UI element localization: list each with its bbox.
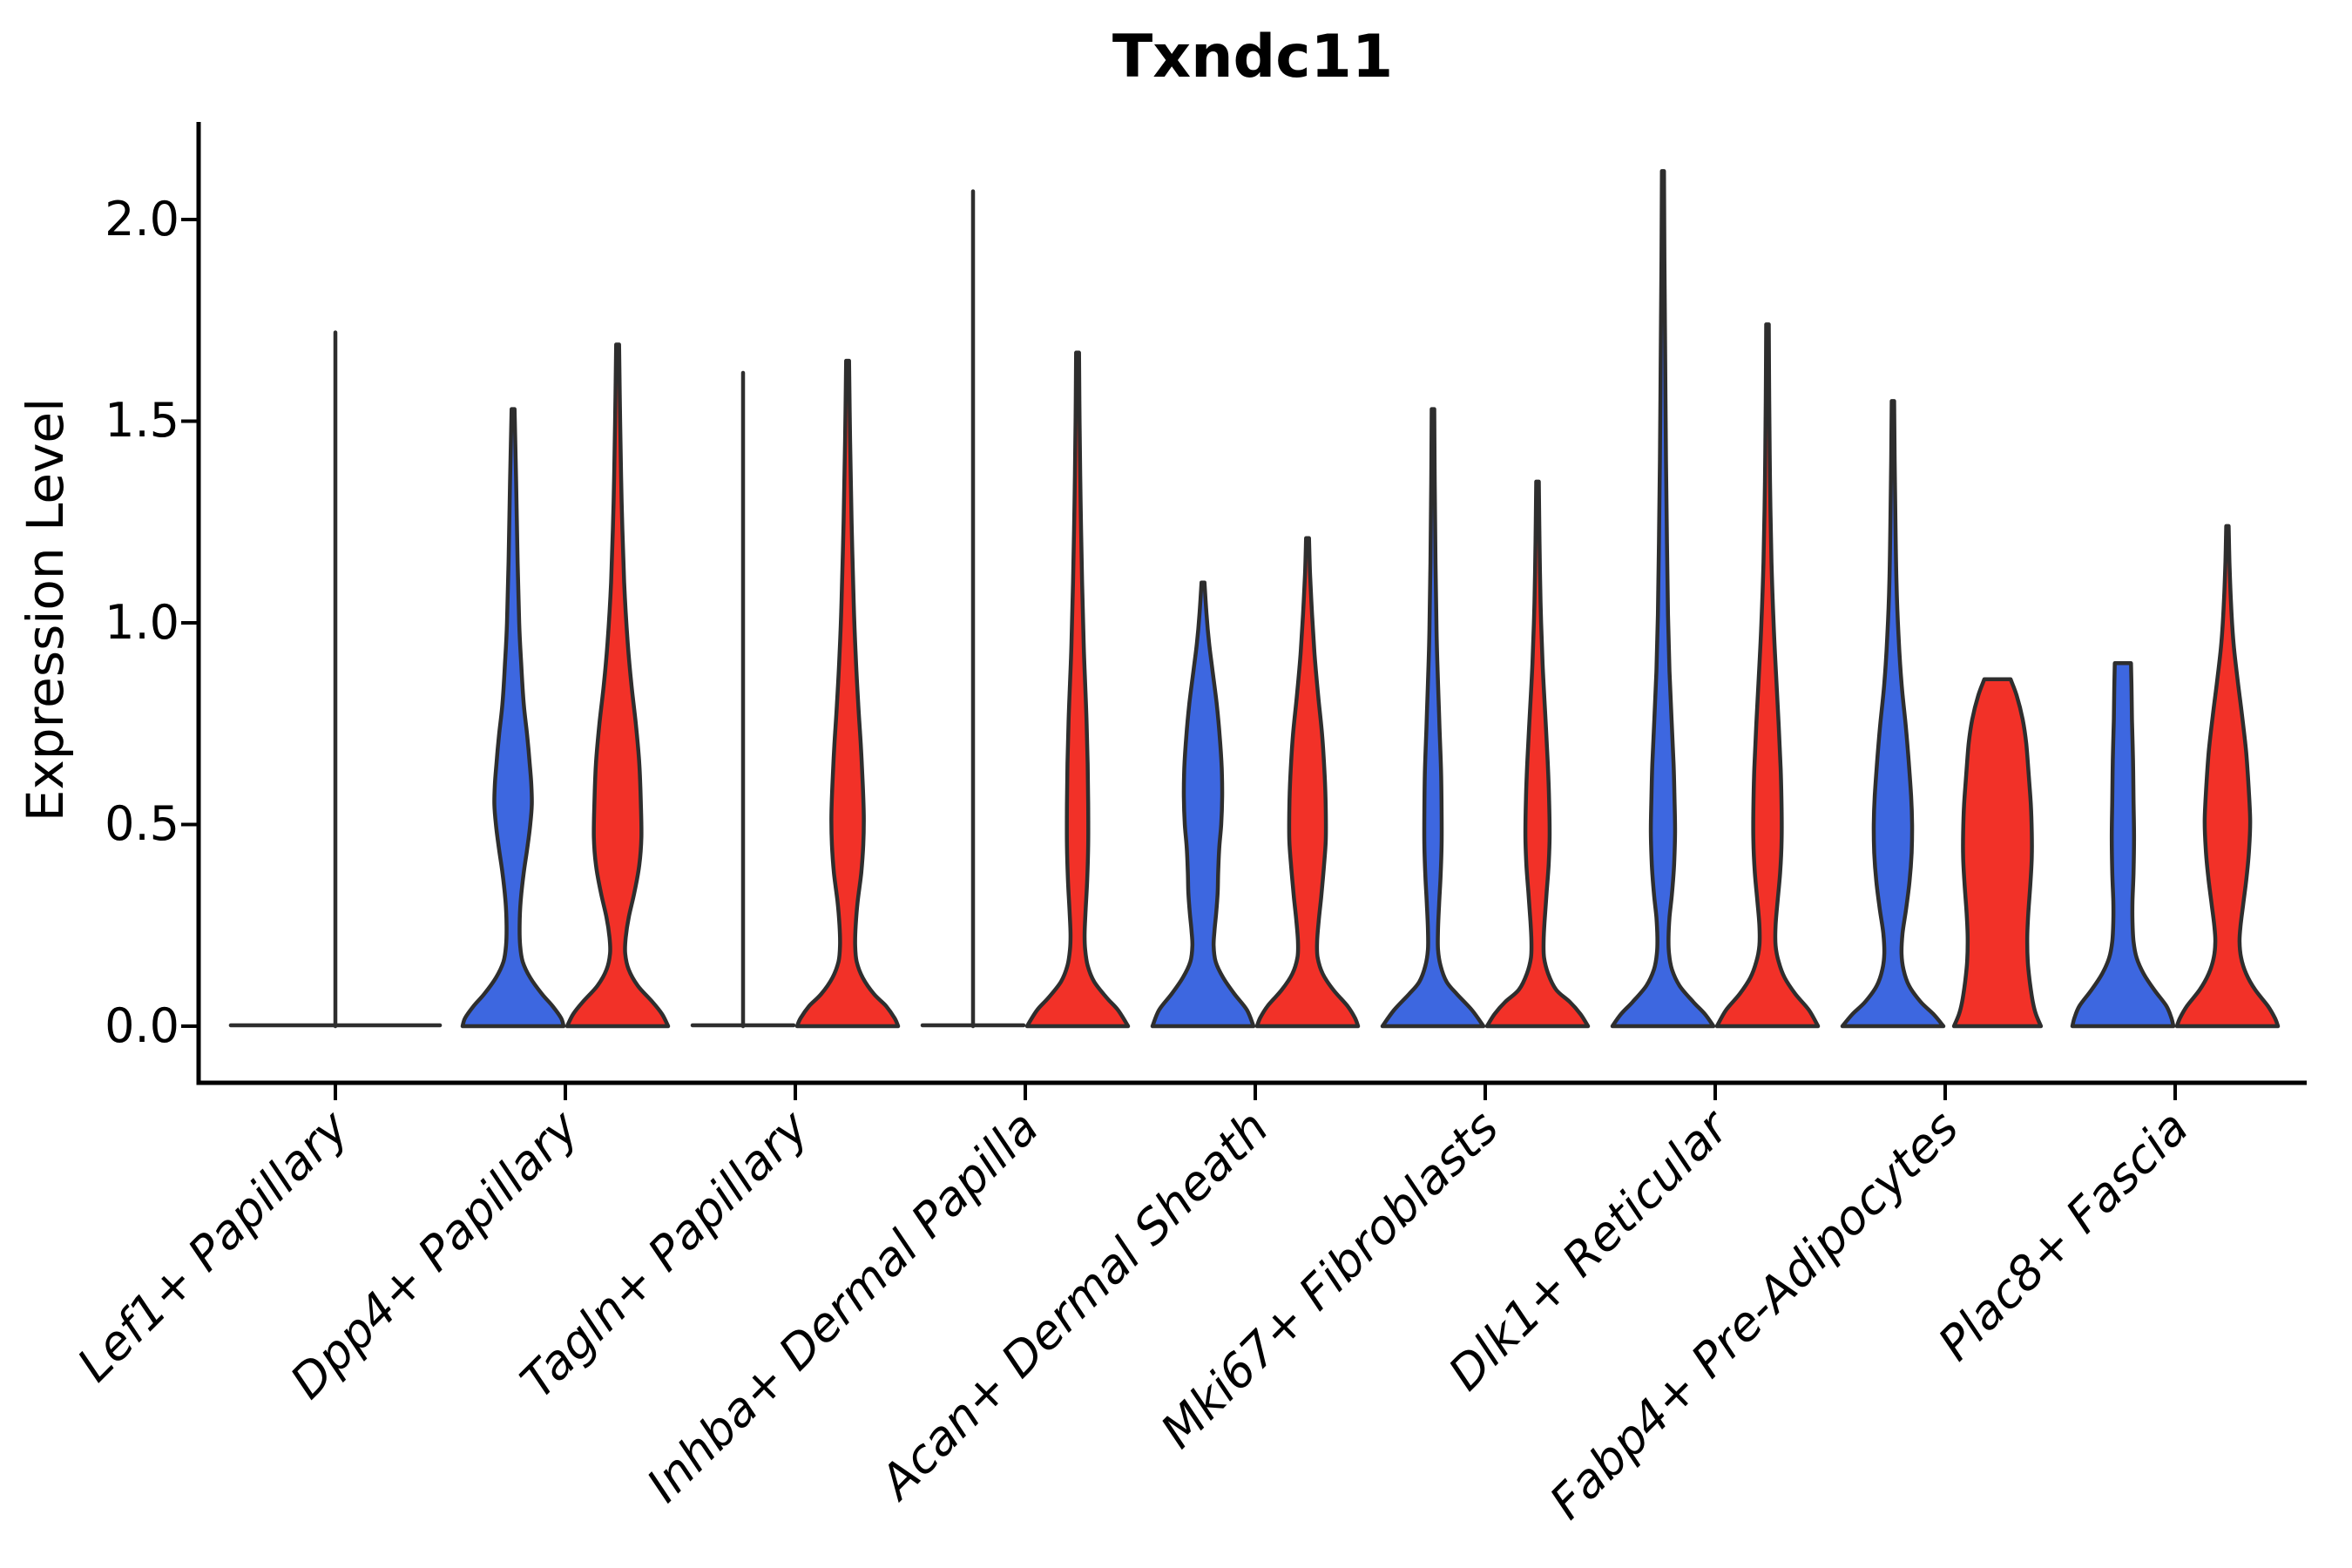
violin-4-red xyxy=(1254,536,1361,1029)
violin-2-blue xyxy=(690,370,796,1029)
violin-1-red xyxy=(564,342,671,1029)
y-tick-labels: 0.0 0.5 1.0 1.5 2.0 xyxy=(105,192,179,1053)
y-axis-label: Expression Level xyxy=(16,398,75,821)
violin-3-red xyxy=(1024,350,1131,1029)
y-tick-label-0: 0.0 xyxy=(105,998,179,1053)
violin-7-blue xyxy=(1840,399,1946,1029)
violin-6-red xyxy=(1714,322,1821,1029)
y-tick-label-1: 0.5 xyxy=(105,796,179,851)
x-tick-label-4: Acan+ Dermal Sheath xyxy=(868,1100,1279,1511)
violin-1-blue xyxy=(460,407,566,1029)
violin-5-blue xyxy=(1380,407,1486,1029)
y-tick-label-2: 1.0 xyxy=(105,595,179,650)
x-tick-label-3: Inhba+ Dermal Papilla xyxy=(636,1100,1049,1513)
violin-0-single xyxy=(228,330,443,1029)
violin-7-red xyxy=(1951,677,2044,1029)
violin-5-red xyxy=(1484,479,1591,1029)
violin-4-blue xyxy=(1150,580,1256,1029)
axes xyxy=(181,122,2307,1100)
violin-8-red xyxy=(2174,524,2281,1029)
chart-title: Txndc11 xyxy=(1112,23,1393,91)
violin-2-red xyxy=(794,358,901,1029)
violin-8-blue xyxy=(2070,661,2176,1029)
x-tick-label-7: Fabp4+ Pre-Adipocytes xyxy=(1539,1100,1969,1530)
y-tick-label-3: 1.5 xyxy=(105,393,179,448)
violins-layer xyxy=(228,169,2281,1029)
violin-3-blue xyxy=(920,189,1026,1029)
y-tick-label-4: 2.0 xyxy=(105,192,179,247)
x-tick-labels: Lef1+ Papillary Dpp4+ Papillary Tagln+ P… xyxy=(67,1098,2199,1530)
violin-6-blue xyxy=(1610,169,1716,1029)
x-tick-label-8: Plac8+ Fascia xyxy=(1928,1100,2199,1371)
